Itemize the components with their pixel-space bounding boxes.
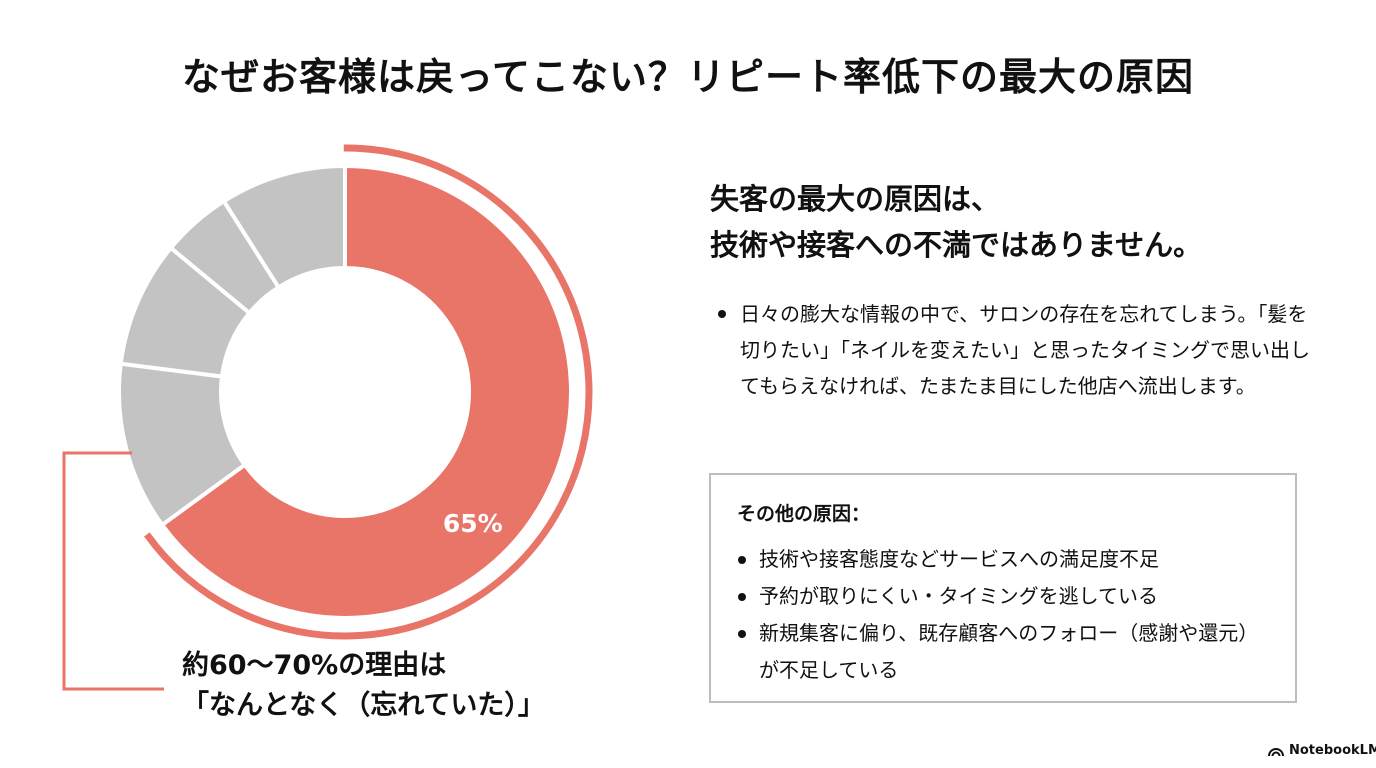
donut-slice-4 [221,164,347,290]
callout-bracket-line [62,451,164,691]
branding: NotebookLM [1268,743,1376,758]
other-cause-item: 予約が取りにくい・タイミングを逃している [737,578,1277,615]
explanation-list: 日々の膨大な情報の中で、サロンの存在を忘れてしまう。「髪を切りたい」「ネイルを変… [716,296,1316,404]
slice-label-main: 65% [443,509,503,538]
other-causes-box: その他の原因： 技術や接客態度などサービスへの満足度不足 予約が取りにくい・タイ… [709,473,1297,703]
other-cause-item: 新規集客に偏り、既存顧客へのフォロー（感謝や還元）が不足している [737,615,1277,689]
page-title: なぜお客様は戻ってこない？リピート率低下の最大の原因 [181,55,1195,99]
headline-line2: 技術や接客への不満ではありません。 [710,228,1203,262]
donut-slice-0 [160,164,573,620]
highlight-outer-arc [144,144,593,640]
notebooklm-logo-icon [1268,747,1284,756]
branding-label: NotebookLM [1289,743,1376,758]
right-headline: 失客の最大の原因は、 技術や接客への不満ではありません。 [710,176,1350,268]
callout-line1: 約60〜70%の理由は [182,650,447,681]
chart-callout: 約60〜70%の理由は 「なんとなく（忘れていた）」 [182,646,545,726]
other-causes-list: 技術や接客態度などサービスへの満足度不足 予約が取りにくい・タイミングを逃してい… [737,541,1277,689]
headline-line1: 失客の最大の原因は、 [710,182,1001,216]
other-causes-title: その他の原因： [737,503,871,525]
callout-line2: 「なんとなく（忘れていた）」 [182,690,545,721]
explanation-item: 日々の膨大な情報の中で、サロンの存在を忘れてしまう。「髪を切りたい」「ネイルを変… [716,296,1316,404]
other-cause-item: 技術や接客態度などサービスへの満足度不足 [737,541,1277,578]
